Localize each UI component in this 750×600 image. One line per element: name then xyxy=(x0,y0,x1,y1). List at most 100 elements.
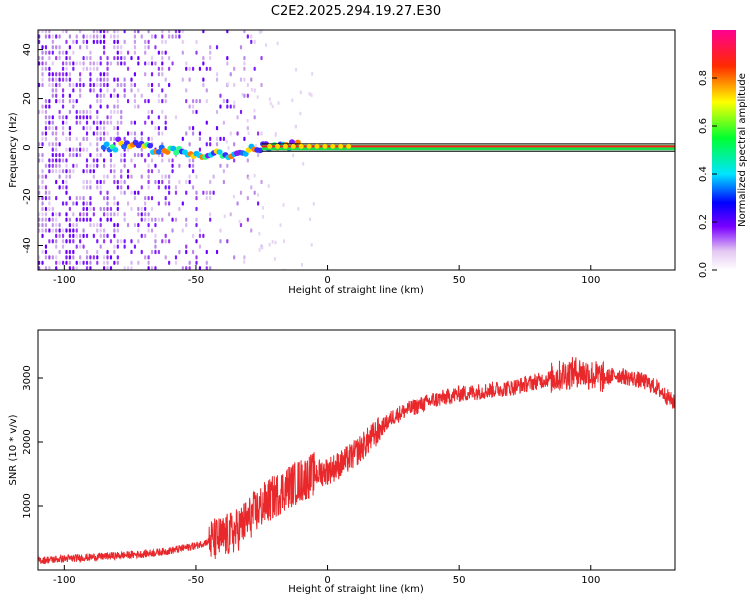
heatmap-cell xyxy=(150,266,154,270)
heatmap-cell xyxy=(103,93,106,98)
heatmap-cell xyxy=(178,30,181,34)
heatmap-cell xyxy=(85,109,89,115)
heatmap-cell xyxy=(258,30,261,34)
heatmap-cell xyxy=(103,158,106,163)
heatmap-cell xyxy=(246,93,249,98)
heatmap-cell xyxy=(299,90,302,95)
heatmap-cell xyxy=(113,109,116,115)
heatmap-cell xyxy=(116,126,119,131)
heatmap-cell xyxy=(222,120,225,125)
heatmap-cell xyxy=(65,55,68,61)
heatmap-cell xyxy=(68,61,71,66)
heatmap-cell xyxy=(51,39,54,44)
heatmap-cell xyxy=(195,206,198,212)
heatmap-cell xyxy=(164,201,167,206)
heatmap-cell xyxy=(51,206,54,212)
heatmap-cell xyxy=(150,55,154,61)
heatmap-cell xyxy=(92,30,95,34)
x-tick-label: 50 xyxy=(453,575,466,586)
heatmap-cell xyxy=(198,147,202,152)
heatmap-cell xyxy=(116,206,119,212)
heatmap-cell xyxy=(38,196,41,201)
heatmap-cell xyxy=(51,222,54,228)
signal-blob xyxy=(338,143,344,149)
heatmap-cell xyxy=(55,196,58,201)
heatmap-cell xyxy=(58,115,61,120)
heatmap-cell xyxy=(55,266,58,270)
heatmap-cell xyxy=(89,104,92,109)
heatmap-cell xyxy=(144,212,147,217)
heatmap-cell xyxy=(85,115,89,120)
heatmap-cell xyxy=(75,260,78,265)
heatmap-cell xyxy=(137,190,140,195)
heatmap-cell xyxy=(85,55,89,61)
heatmap-cell xyxy=(103,206,106,212)
heatmap-cell xyxy=(75,217,78,222)
heatmap-cell xyxy=(48,55,51,61)
heatmap-cell xyxy=(41,228,44,233)
heatmap-cell xyxy=(209,142,212,147)
heatmap-cell xyxy=(311,72,314,76)
heatmap-cell xyxy=(38,174,41,179)
heatmap-cell xyxy=(106,212,109,217)
heatmap-cell xyxy=(68,152,71,158)
heatmap-cell xyxy=(274,240,277,245)
heatmap-cell xyxy=(168,158,171,163)
heatmap-cell xyxy=(65,179,68,185)
heatmap-cell xyxy=(150,249,154,255)
heatmap-cell xyxy=(191,104,195,109)
heatmap-cell xyxy=(48,77,51,82)
heatmap-cell xyxy=(79,61,82,66)
heatmap-cell xyxy=(96,131,99,136)
heatmap-cell xyxy=(89,82,92,88)
heatmap-cell xyxy=(271,240,274,244)
heatmap-cell xyxy=(85,201,89,206)
heatmap-cell xyxy=(82,136,85,141)
heatmap-cell xyxy=(82,55,85,61)
heatmap-cell xyxy=(239,45,243,50)
heatmap-cell xyxy=(44,109,48,115)
heatmap-cell xyxy=(82,201,85,206)
heatmap-cell xyxy=(85,233,89,238)
heatmap-cell xyxy=(126,185,130,190)
heatmap-cell xyxy=(185,266,188,270)
x-tick-label: -50 xyxy=(188,275,204,286)
heatmap-cell xyxy=(202,82,205,88)
heatmap-cell xyxy=(106,233,109,238)
heatmap-cell xyxy=(89,179,92,185)
heatmap-cell xyxy=(89,109,92,115)
heatmap-cell xyxy=(106,131,109,136)
signal-blob xyxy=(115,136,122,143)
heatmap-cell xyxy=(75,196,78,201)
heatmap-cell xyxy=(130,174,133,179)
heatmap-cell xyxy=(41,249,44,255)
heatmap-cell xyxy=(185,222,188,228)
signal-blob xyxy=(257,147,264,154)
heatmap-cell xyxy=(75,244,78,249)
heatmap-cell xyxy=(310,93,313,97)
heatmap-cell xyxy=(38,142,41,147)
heatmap-cell xyxy=(51,169,54,174)
heatmap-cell xyxy=(261,215,264,219)
y-tick-label: 1000 xyxy=(22,493,33,518)
heatmap-cell xyxy=(147,222,150,228)
heatmap-cell xyxy=(41,152,44,158)
signal-blob xyxy=(216,149,223,155)
snr-x-label: Height of straight line (km) xyxy=(288,584,424,595)
heatmap-cell xyxy=(99,228,102,233)
heatmap-cell xyxy=(41,66,44,71)
heatmap-cell xyxy=(55,152,58,158)
heatmap-cell xyxy=(116,109,119,115)
heatmap-cell xyxy=(96,222,99,228)
heatmap-cell xyxy=(41,109,44,115)
heatmap-cell xyxy=(120,115,123,120)
heatmap-cell xyxy=(168,82,171,88)
heatmap-cell xyxy=(99,206,102,212)
heatmap-cell xyxy=(48,169,51,174)
heatmap-cell xyxy=(226,239,229,244)
heatmap-cell xyxy=(113,163,116,168)
heatmap-cell xyxy=(164,115,167,120)
heatmap-cell xyxy=(58,142,61,147)
heatmap-cell xyxy=(226,61,229,66)
heatmap-cell xyxy=(168,174,171,179)
